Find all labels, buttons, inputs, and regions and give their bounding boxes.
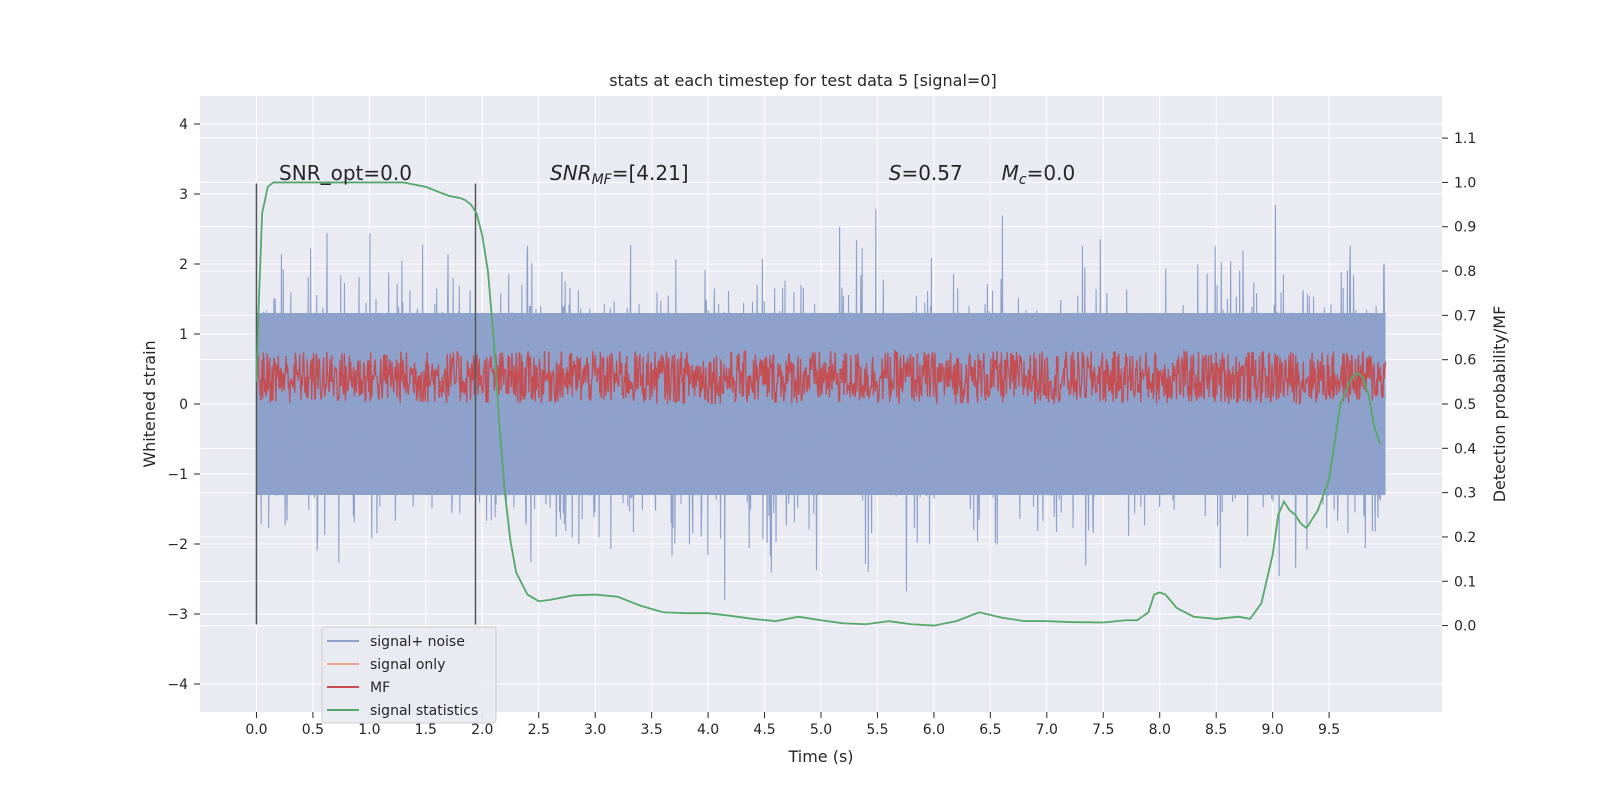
x-tick-label: 9.0 xyxy=(1262,722,1284,738)
y-axis-right: 0.0 0.1 0.2 0.3 0.4 0.5 0.6 0.7 0.8 0.9 1.0 1.1 xyxy=(1442,131,1476,635)
vertical-markers xyxy=(255,183,477,625)
y2-tick-label: 0.7 xyxy=(1454,308,1476,324)
y-tick-label: −3 xyxy=(167,607,188,623)
y2-tick-label: 0.1 xyxy=(1454,574,1476,590)
x-tick-label: 5.5 xyxy=(866,722,888,738)
legend-label: signal+ noise xyxy=(370,634,465,650)
x-axis-label: Time (s) xyxy=(787,747,853,766)
y2-tick-label: 1.1 xyxy=(1454,131,1476,147)
y-tick-label: −2 xyxy=(167,537,188,553)
y2-tick-label: 0.0 xyxy=(1454,619,1476,635)
x-tick-label: 5.0 xyxy=(810,722,832,738)
annotation: SNR_opt=0.0 xyxy=(279,161,412,185)
x-tick-label: 9.5 xyxy=(1318,722,1340,738)
x-tick-label: 8.5 xyxy=(1205,722,1227,738)
x-tick-label: 7.5 xyxy=(1092,722,1114,738)
annotation: S=0.57 xyxy=(889,161,963,185)
y-tick-label: 0 xyxy=(179,397,188,413)
x-tick-label: 3.5 xyxy=(641,722,663,738)
annotation: SNRMF=[4.21] xyxy=(550,161,689,188)
y2-tick-label: 0.2 xyxy=(1454,530,1476,546)
y2-tick-label: 0.6 xyxy=(1454,353,1476,369)
x-tick-label: 6.5 xyxy=(979,722,1001,738)
annotations: SNR_opt=0.0 SNRMF=[4.21] S=0.57 Mc=0.0 xyxy=(279,161,1075,188)
signal-statistics-series xyxy=(255,181,1381,627)
chart-title: stats at each timestep for test data 5 [… xyxy=(609,71,996,90)
x-tick-label: 0.0 xyxy=(245,722,267,738)
y-tick-label: 2 xyxy=(179,257,188,273)
y-tick-label: 4 xyxy=(179,117,188,133)
x-tick-label: 3.0 xyxy=(584,722,606,738)
legend: signal+ noise signal only MF signal statist… xyxy=(321,626,497,724)
y2-tick-label: 1.0 xyxy=(1454,175,1476,191)
x-axis: 0.0 0.5 1.0 1.5 2.0 2.5 3.0 3.5 4.0 4.5 5.0 5.5 6.0 6… xyxy=(245,712,1340,738)
y2-tick-label: 0.9 xyxy=(1454,220,1476,236)
mf-series xyxy=(255,349,1387,405)
y-axis-label: Whitened strain xyxy=(140,340,159,467)
legend-label: signal only xyxy=(370,657,445,673)
signal-statistics-line xyxy=(255,181,1381,627)
y-tick-label: −1 xyxy=(167,467,188,483)
y-tick-label: −4 xyxy=(167,677,188,693)
x-tick-label: 8.0 xyxy=(1149,722,1171,738)
x-tick-label: 0.5 xyxy=(302,722,324,738)
y-tick-label: 1 xyxy=(179,327,188,343)
x-tick-label: 1.5 xyxy=(415,722,437,738)
mf-line xyxy=(255,349,1387,405)
x-tick-label: 2.5 xyxy=(528,722,550,738)
y2-tick-label: 0.4 xyxy=(1454,441,1476,457)
legend-label: MF xyxy=(370,680,390,696)
legend-label: signal statistics xyxy=(370,703,478,719)
x-tick-label: 6.0 xyxy=(923,722,945,738)
y2-tick-label: 0.3 xyxy=(1454,486,1476,502)
x-tick-label: 1.0 xyxy=(358,722,380,738)
y2-tick-label: 0.8 xyxy=(1454,264,1476,280)
y-axis-left: −4 −3 −2 −1 0 1 2 3 4 xyxy=(167,117,200,693)
y2-axis-label: Detection probability/MF xyxy=(1490,306,1509,503)
signal-noise-series xyxy=(255,205,1387,601)
x-tick-label: 4.5 xyxy=(753,722,775,738)
x-tick-label: 2.0 xyxy=(471,722,493,738)
y-tick-label: 3 xyxy=(179,187,188,203)
y2-tick-label: 0.5 xyxy=(1454,397,1476,413)
annotation: Mc=0.0 xyxy=(1002,161,1076,188)
legend-box xyxy=(321,626,497,724)
x-tick-label: 7.0 xyxy=(1036,722,1058,738)
x-tick-label: 4.0 xyxy=(697,722,719,738)
